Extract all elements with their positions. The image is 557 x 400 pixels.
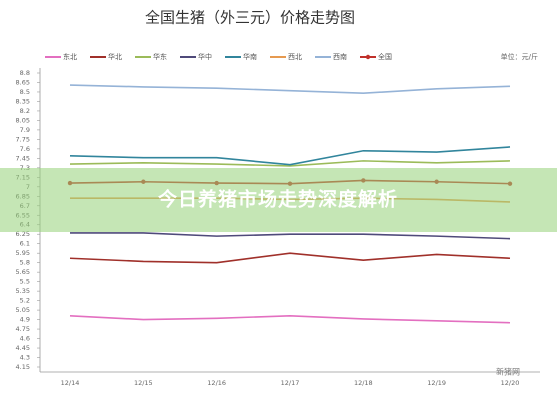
legend-label: 西北 (288, 53, 302, 61)
y-tick-label: 5.35 (16, 287, 30, 295)
x-tick-label: 12/20 (501, 379, 520, 387)
legend-label: 东北 (63, 52, 77, 61)
x-tick-label: 12/15 (134, 379, 153, 387)
y-tick-label: 5.8 (20, 259, 30, 267)
y-tick-label: 7.6 (20, 145, 30, 153)
y-tick-label: 6.25 (16, 230, 30, 238)
legend-label: 华中 (198, 52, 212, 61)
y-tick-label: 7.75 (16, 135, 30, 143)
y-tick-label: 5.05 (16, 306, 30, 314)
x-tick-label: 12/19 (427, 379, 446, 387)
series-line (69, 252, 511, 264)
y-tick-label: 6.1 (20, 240, 30, 248)
legend-label: 华东 (153, 52, 167, 61)
series-line (69, 146, 511, 166)
x-tick-label: 12/14 (61, 379, 80, 387)
legend-label: 西南 (333, 52, 347, 61)
y-tick-label: 8.5 (20, 88, 30, 96)
y-tick-label: 5.2 (20, 297, 30, 305)
chart-title: 全国生猪（外三元）价格走势图 (145, 9, 355, 27)
y-tick-label: 4.45 (16, 344, 30, 352)
legend-label: 华北 (108, 52, 122, 61)
y-tick-label: 4.6 (20, 335, 30, 343)
y-tick-label: 5.5 (20, 278, 30, 286)
series-line (69, 314, 511, 324)
series-line (69, 160, 511, 167)
watermark: 新猪网 (496, 367, 520, 377)
y-tick-label: 8.2 (20, 107, 30, 115)
series-line (69, 84, 511, 95)
x-tick-label: 12/16 (207, 379, 226, 387)
y-tick-label: 8.8 (20, 69, 30, 77)
legend-label: 华南 (243, 52, 257, 61)
y-tick-label: 5.95 (16, 249, 30, 257)
y-tick-label: 8.35 (16, 97, 30, 105)
y-tick-label: 8.65 (16, 78, 30, 86)
y-tick-label: 4.15 (16, 363, 30, 371)
legend-label: 全国 (378, 52, 392, 61)
y-tick-label: 8.05 (16, 116, 30, 124)
y-tick-label: 7.3 (20, 164, 30, 172)
banner-text: 今日养猪市场走势深度解析 (157, 188, 398, 211)
x-tick-label: 12/17 (281, 379, 300, 387)
unit-label: 单位：元/斤 (501, 52, 538, 61)
y-tick-label: 7.45 (16, 154, 30, 162)
y-tick-label: 7.9 (20, 126, 30, 134)
y-tick-label: 4.3 (20, 354, 30, 362)
y-tick-label: 4.9 (20, 316, 30, 324)
banner-band (0, 168, 557, 232)
series-line (70, 232, 511, 240)
legend-marker (365, 54, 371, 60)
x-tick-label: 12/18 (354, 379, 373, 387)
y-tick-label: 5.65 (16, 268, 30, 276)
y-tick-label: 4.75 (16, 325, 30, 333)
